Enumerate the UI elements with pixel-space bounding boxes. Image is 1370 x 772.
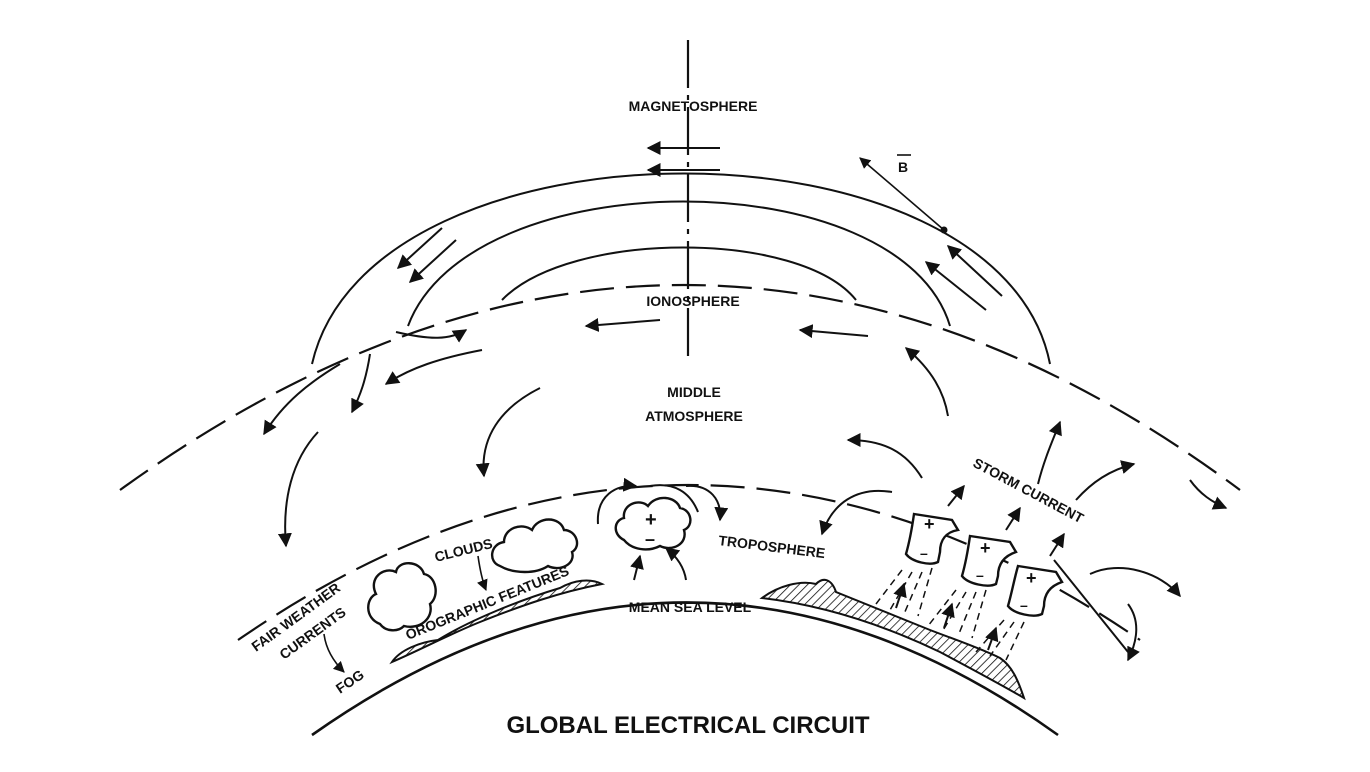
storm-arrow [1005,506,1021,531]
field-vector-b-arrow [859,157,945,231]
cloud [491,518,579,574]
diagram-title: GLOBAL ELECTRICAL CIRCUIT [506,712,869,739]
middle-atmosphere-label: MIDDLE [667,384,721,400]
current-arrow [1037,420,1062,485]
current-arrow [351,353,371,414]
orographic-feature [759,578,1026,701]
current-arrow [664,547,687,581]
clouds-label: CLOUDS [433,535,494,565]
charged-cloud [614,496,692,551]
current-arrow [846,433,923,479]
magnetosphere-middle-arc [407,200,951,327]
magneto-arrow [396,227,443,269]
current-arrow [904,347,949,417]
field-line-point [940,226,948,234]
earth-surface [311,601,1059,737]
current-arrow [630,554,644,581]
charge-plus: + [1026,568,1037,588]
storm-arrow [947,484,965,507]
charge-minus: – [645,529,655,549]
fog-label: FOG [333,666,367,696]
magnetosphere-inner-arc [501,246,857,301]
orographic-feature [389,579,606,665]
troposphere-label: TROPOSPHERE [718,532,827,561]
current-arrow [1127,603,1140,662]
fog-arrow [323,633,345,673]
current-arrow [1089,567,1181,598]
ionosphere-boundary [119,284,1241,491]
current-arrow [1189,479,1228,510]
current-arrow [277,431,319,548]
current-arrow [263,363,341,436]
ionosphere-arrow [584,318,661,332]
charge-plus: + [924,514,935,534]
current-arrow [685,484,729,522]
current-arrow [1075,460,1136,501]
storm-arrow [1049,532,1065,557]
storm-current-label: STORM CURRENT [971,455,1087,527]
mean-sea-level-label: MEAN SEA LEVEL [629,599,752,615]
thunderstorm [927,534,1018,639]
charge-minus: – [920,545,928,561]
magnetosphere-outer-arc [311,172,1051,365]
magneto-arrow [946,245,1003,297]
current-arrow [819,489,893,536]
magnetosphere-label: MAGNETOSPHERE [629,98,758,114]
magneto-arrow [924,261,987,311]
current-arrow [649,484,699,513]
current-arrow [596,477,638,525]
clouds-arrow [477,555,488,592]
thunderstorm [875,512,960,617]
charge-plus: + [645,509,657,531]
current-arrow [475,387,541,478]
b-field-label: B [898,159,908,175]
current-arrow [1053,559,1129,653]
thunderstorm [975,564,1064,661]
current-arrow [384,349,483,385]
charge-minus: – [1020,597,1028,613]
ionosphere-arrow [798,324,869,339]
middle-atmosphere-label: ATMOSPHERE [645,408,743,424]
fog-cloud [367,562,437,632]
magneto-arrow [408,239,457,283]
current-arrow [395,329,468,343]
ionosphere-label: IONOSPHERE [646,293,739,309]
charge-plus: + [980,538,991,558]
charge-minus: – [976,567,984,583]
